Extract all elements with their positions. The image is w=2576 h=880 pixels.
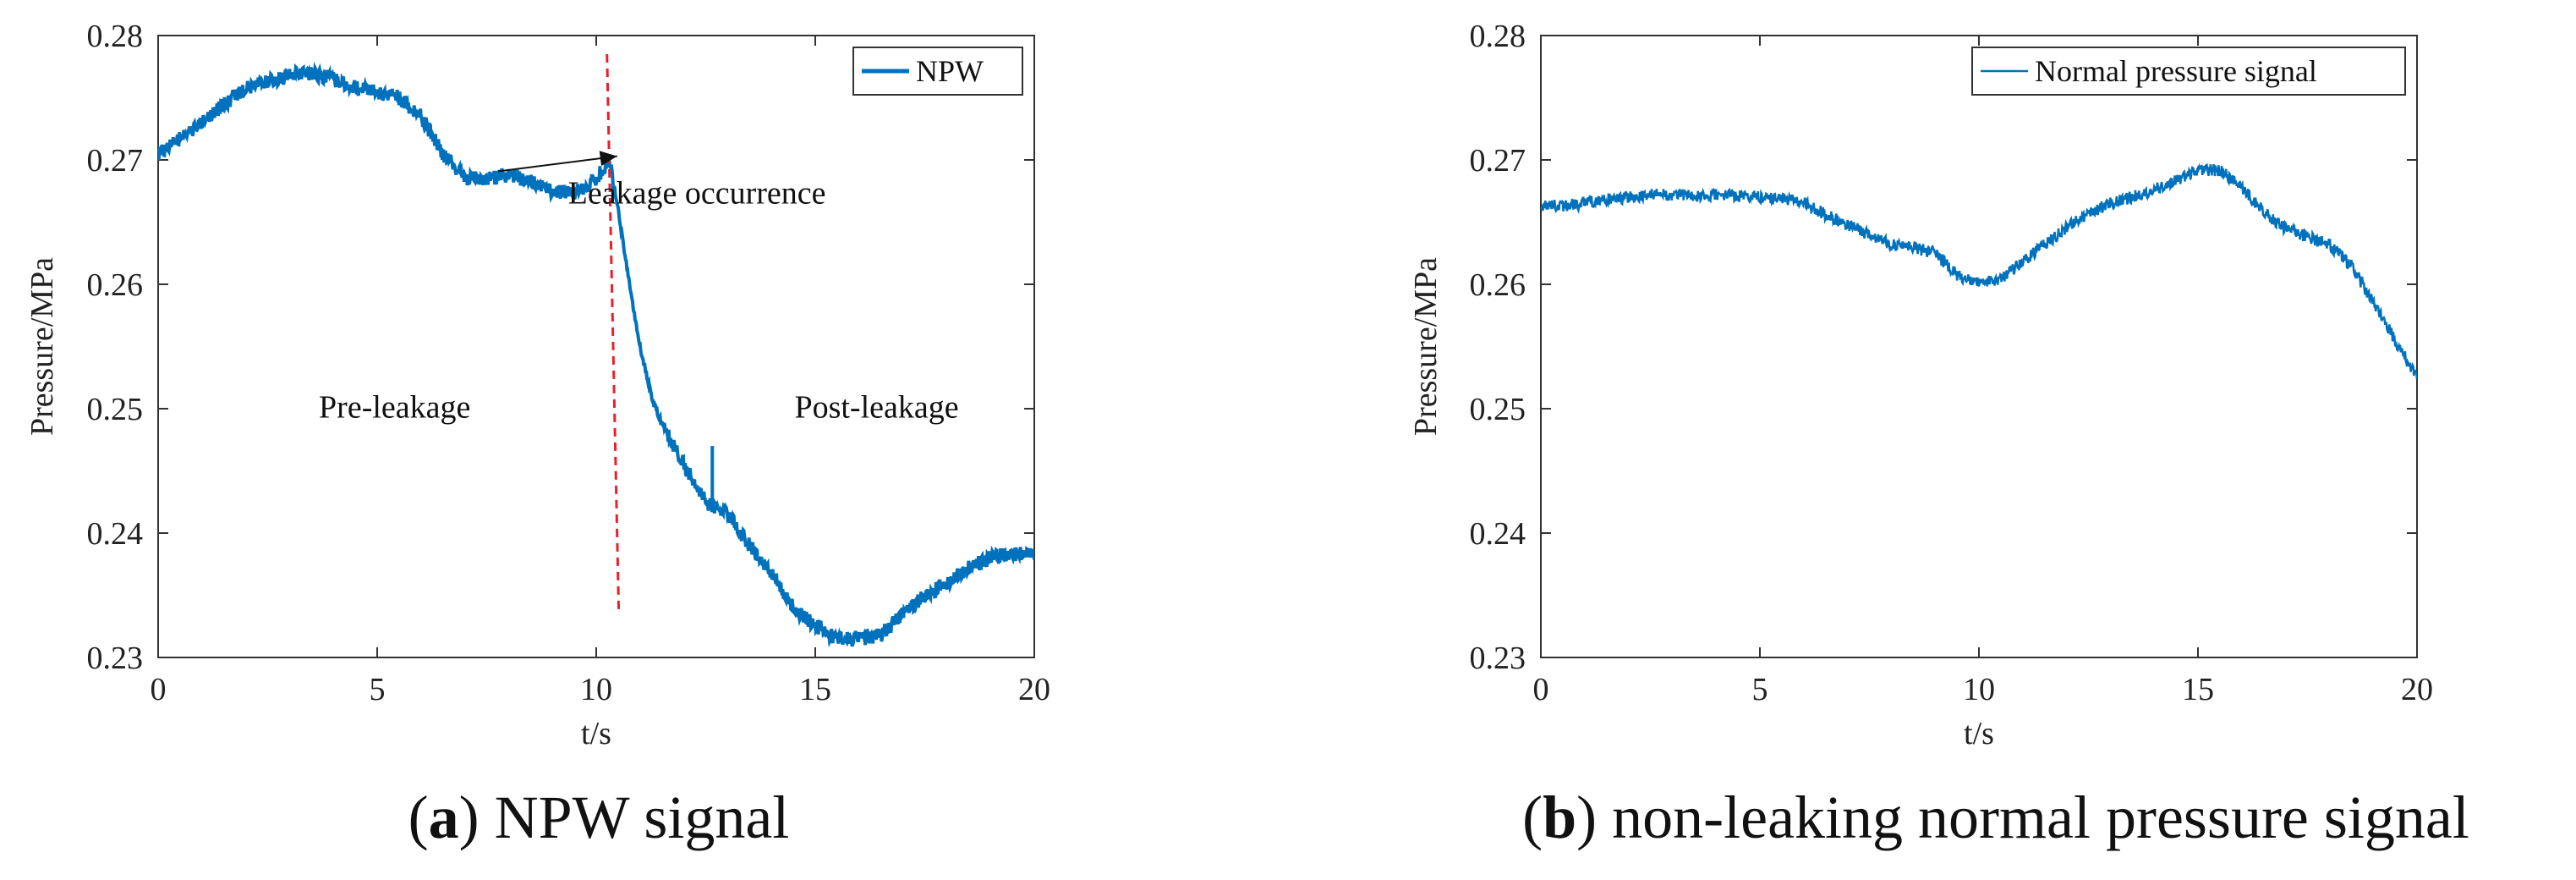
x-tick-label: 5 [370,672,386,707]
y-tick-label: 0.26 [1470,267,1526,303]
caption-paren: ( [1522,784,1543,851]
y-axis-label: Pressure/MPa [25,257,60,436]
y-tick-label: 0.28 [87,19,144,54]
annotation-arrowhead [599,151,617,167]
y-tick-label: 0.24 [87,516,144,552]
x-tick-label: 5 [1752,672,1768,707]
y-tick-label: 0.28 [1470,19,1526,54]
x-tick-label: 20 [1018,672,1050,707]
caption-text: NPW signal [495,784,790,851]
x-tick-label: 0 [151,672,167,707]
plot-frame [1540,35,2418,658]
y-tick-label: 0.25 [1470,392,1526,427]
y-tick-label: 0.27 [87,143,144,179]
caption-letter: a [429,784,459,851]
chart-panel-b: 0 5 10 15 20 0.23 0.24 0.25 0.26 0.27 0.28 t/s Press… [1408,19,2469,851]
x-tick-label: 10 [580,672,612,707]
caption-letter: b [1543,784,1576,851]
y-tick-label: 0.27 [1470,143,1526,179]
series-line-normal-pressure [1541,162,2417,380]
x-tick-label: 15 [799,672,831,707]
y-tick-label: 0.25 [87,392,144,427]
annotation-text: Post-leakage [794,389,958,425]
y-tick-label: 0.24 [1470,516,1526,552]
panel-caption: (b) non-leaking normal pressure signal [1522,784,2469,851]
caption-text: non-leaking normal pressure signal [1612,784,2469,851]
caption-paren: ) [1576,784,1612,851]
annotation-arrow [498,155,617,173]
y-tick-label: 0.23 [87,641,144,676]
x-axis-label: t/s [581,716,611,751]
legend-box [1971,47,2406,96]
panel-caption: (a) NPW signal [408,784,790,851]
annotation-text: Leakage occurrence [568,175,826,211]
legend: Normal pressure signal [1971,47,2406,96]
x-tick-label: 20 [2401,672,2433,707]
plot-frame [157,35,1035,658]
y-tick-label: 0.23 [1470,641,1526,676]
series-line-npw [158,61,1034,648]
x-tick-label: 10 [1963,672,1995,707]
caption-paren: ( [408,784,429,851]
y-tick-label: 0.26 [87,267,144,303]
leak-marker-line [606,53,621,616]
caption-paren: ) [459,784,495,851]
annotation-text: Pre-leakage [319,389,470,425]
x-axis-label: t/s [1964,716,1994,751]
legend-label: NPW [916,54,984,88]
x-tick-label: 0 [1533,672,1549,707]
chart-panel-a: 0 5 10 15 20 0.23 0.24 0.25 0.26 0.27 0.28 t/s Press… [25,19,1050,851]
legend-label: Normal pressure signal [2035,54,2317,88]
y-axis-label: Pressure/MPa [1408,257,1444,436]
legend: NPW [852,47,1023,96]
x-tick-label: 15 [2182,672,2214,707]
